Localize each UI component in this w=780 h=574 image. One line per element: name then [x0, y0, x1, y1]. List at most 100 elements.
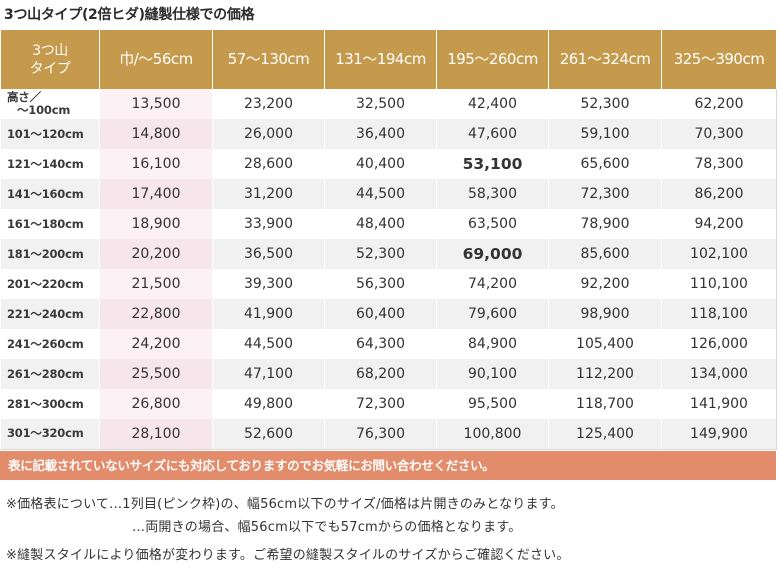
price-cell: 65,600 [548, 149, 662, 179]
table-header-row: 3つ山 タイプ 巾/〜56cm 57〜130cm 131〜194cm 195〜2… [0, 30, 777, 89]
price-cell: 13,500 [99, 89, 213, 119]
price-cell: 78,300 [661, 149, 777, 179]
inquiry-banner: 表に記載されていないサイズにも対応しておりますのでお気軽にお問い合わせください。 [0, 451, 776, 480]
price-cell: 47,600 [436, 119, 549, 149]
table-row: 161〜180cm 18,900 33,900 48,400 63,500 78… [0, 209, 777, 239]
price-cell: 112,200 [548, 359, 662, 389]
price-cell: 17,400 [99, 179, 213, 209]
price-cell: 110,100 [661, 269, 777, 299]
table-row: 121〜140cm 16,100 28,600 40,400 53,100 65… [0, 149, 777, 179]
price-cell: 76,300 [324, 419, 437, 450]
table-row: 241〜260cm 24,200 44,500 64,300 84,900 10… [0, 329, 777, 359]
price-cell: 25,500 [99, 359, 213, 389]
width-header-4: 195〜260cm [436, 30, 549, 89]
price-cell: 86,200 [661, 179, 777, 209]
price-cell: 42,400 [436, 89, 549, 119]
price-cell: 31,200 [212, 179, 325, 209]
row-height-label: 301〜320cm [0, 419, 100, 450]
row-height-label: 221〜240cm [0, 299, 100, 329]
price-cell: 125,400 [548, 419, 662, 450]
price-cell: 62,200 [661, 89, 777, 119]
price-cell: 36,500 [212, 239, 325, 269]
price-cell: 64,300 [324, 329, 437, 359]
row-height-label: 281〜300cm [0, 389, 100, 419]
price-cell: 141,900 [661, 389, 777, 419]
price-cell: 36,400 [324, 119, 437, 149]
price-cell: 48,400 [324, 209, 437, 239]
price-cell: 28,100 [99, 419, 213, 450]
price-cell: 84,900 [436, 329, 549, 359]
price-cell: 92,200 [548, 269, 662, 299]
price-cell: 85,600 [548, 239, 662, 269]
row-height-label: 161〜180cm [0, 209, 100, 239]
width-header-2: 57〜130cm [212, 30, 325, 89]
price-cell: 39,300 [212, 269, 325, 299]
price-cell: 70,300 [661, 119, 777, 149]
table-row: 261〜280cm 25,500 47,100 68,200 90,100 11… [0, 359, 777, 389]
price-cell: 52,600 [212, 419, 325, 450]
price-cell: 134,000 [661, 359, 777, 389]
table-row: 101〜120cm 14,800 26,000 36,400 47,600 59… [0, 119, 777, 149]
price-cell: 126,000 [661, 329, 777, 359]
price-cell: 94,200 [661, 209, 777, 239]
row-height-label: 101〜120cm [0, 119, 100, 149]
price-cell: 16,100 [99, 149, 213, 179]
price-cell: 149,900 [661, 419, 777, 450]
width-header-5: 261〜324cm [548, 30, 662, 89]
price-cell: 56,300 [324, 269, 437, 299]
row-height-label: 高さ／ 〜100cm [0, 89, 100, 119]
row-height-label: 121〜140cm [0, 149, 100, 179]
price-cell: 63,500 [436, 209, 549, 239]
price-cell-highlight: 69,000 [436, 239, 549, 269]
price-cell: 47,100 [212, 359, 325, 389]
price-cell: 44,500 [324, 179, 437, 209]
row-height-label: 141〜160cm [0, 179, 100, 209]
price-cell: 52,300 [548, 89, 662, 119]
price-cell: 21,500 [99, 269, 213, 299]
price-cell: 90,100 [436, 359, 549, 389]
table-row: 高さ／ 〜100cm 13,500 23,200 32,500 42,400 5… [0, 89, 777, 119]
corner-header: 3つ山 タイプ [0, 30, 100, 89]
price-cell: 41,900 [212, 299, 325, 329]
price-cell: 59,100 [548, 119, 662, 149]
price-cell: 79,600 [436, 299, 549, 329]
price-cell: 44,500 [212, 329, 325, 359]
corner-header-line2: タイプ [29, 60, 71, 77]
table-row: 141〜160cm 17,400 31,200 44,500 58,300 72… [0, 179, 777, 209]
price-cell: 40,400 [324, 149, 437, 179]
price-cell: 24,200 [99, 329, 213, 359]
price-cell: 105,400 [548, 329, 662, 359]
row-height-label-line2: 〜100cm [17, 103, 71, 117]
price-cell: 60,400 [324, 299, 437, 329]
price-cell: 14,800 [99, 119, 213, 149]
price-cell: 33,900 [212, 209, 325, 239]
price-cell: 72,300 [324, 389, 437, 419]
price-cell-highlight: 53,100 [436, 149, 549, 179]
page-title: 3つ山タイプ(2倍ヒダ)縫製仕様での価格 [4, 7, 255, 23]
width-header-6: 325〜390cm [661, 30, 777, 89]
table-row: 221〜240cm 22,800 41,900 60,400 79,600 98… [0, 299, 777, 329]
price-cell: 95,500 [436, 389, 549, 419]
price-cell: 98,900 [548, 299, 662, 329]
price-cell: 23,200 [212, 89, 325, 119]
price-cell: 32,500 [324, 89, 437, 119]
row-height-label: 201〜220cm [0, 269, 100, 299]
price-cell: 78,900 [548, 209, 662, 239]
table-row: 181〜200cm 20,200 36,500 52,300 69,000 85… [0, 239, 777, 269]
price-cell: 26,800 [99, 389, 213, 419]
style-note: ※縫製スタイルにより価格が変わります。ご希望の縫製スタイルのサイズからご確認くだ… [6, 548, 570, 563]
price-table: 3つ山 タイプ 巾/〜56cm 57〜130cm 131〜194cm 195〜2… [0, 30, 777, 450]
price-cell: 22,800 [99, 299, 213, 329]
price-cell: 20,200 [99, 239, 213, 269]
price-cell: 118,700 [548, 389, 662, 419]
row-height-label: 181〜200cm [0, 239, 100, 269]
price-cell: 102,100 [661, 239, 777, 269]
price-cell: 72,300 [548, 179, 662, 209]
price-note-1: ※価格表について…1列目(ピンク枠)の、幅56cm以下のサイズ/価格は片開きのみ… [6, 497, 564, 512]
row-height-label: 261〜280cm [0, 359, 100, 389]
price-cell: 49,800 [212, 389, 325, 419]
price-cell: 52,300 [324, 239, 437, 269]
price-cell: 28,600 [212, 149, 325, 179]
price-note-2: …両開きの場合、幅56cm以下でも57cmからの価格となります。 [132, 520, 522, 535]
